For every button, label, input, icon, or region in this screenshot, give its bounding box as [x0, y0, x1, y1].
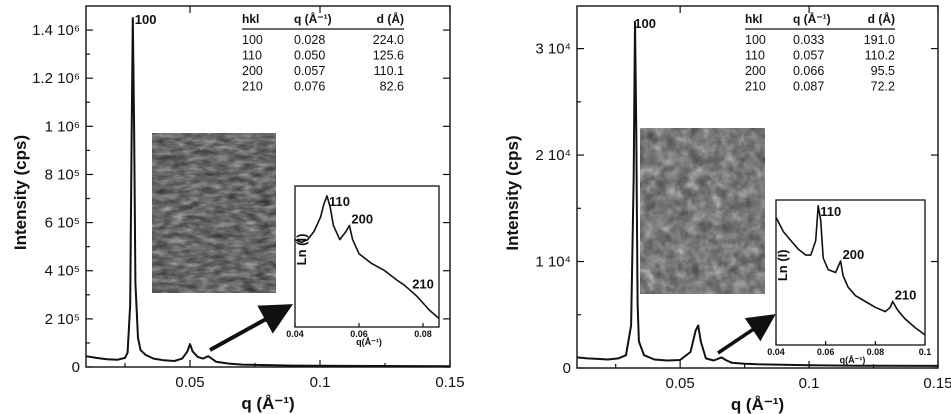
y-tick-label: 2 10⁵: [45, 311, 80, 328]
inset-x-tick-label: 0.08: [414, 329, 432, 339]
table-cell: 191.0: [864, 33, 895, 47]
inset-x-label: q(Å⁻¹): [840, 355, 866, 365]
inset-chart: 0.04 0.06 0.08 0.1 110 200 210 Ln (I) q(Å⁻¹): [767, 199, 932, 365]
inset-x-tick-label: 0.08: [867, 347, 885, 357]
inset-x-tick-label: 0.06: [817, 347, 835, 357]
y-tick-label: 3 10⁴: [535, 41, 571, 58]
x-axis-label: q (Å⁻¹): [731, 395, 784, 414]
y-axis-label: Intensity (cps): [11, 135, 30, 250]
inset-x-tick-label: 0.04: [286, 329, 304, 339]
micrograph-right: [640, 128, 765, 294]
table-cell: 0.057: [793, 49, 824, 63]
inset-y-label: Ln (I): [775, 249, 790, 281]
arrow-right: [717, 314, 776, 355]
x-axis-label: q (Å⁻¹): [241, 394, 294, 413]
y-tick-label: 8 10⁵: [45, 166, 80, 183]
inset-peak-label: 210: [895, 288, 917, 303]
table-cell: 0.066: [793, 64, 824, 78]
hkl-table: hkl q (Å⁻¹) d (Å) 100 0.028 224.0 110 0.050 125.…: [242, 11, 404, 94]
table-cell: 125.6: [373, 49, 404, 63]
inset-curve: [775, 205, 926, 336]
y-tick-label: 6 10⁵: [45, 215, 80, 232]
inset-x-tick-label: 0.1: [919, 347, 932, 357]
table-cell: 0.076: [294, 80, 325, 94]
table-header: hkl: [745, 12, 762, 26]
x-tick-label: 0.15: [435, 374, 464, 391]
table-cell: 110: [745, 49, 765, 63]
inset-peak-label: 200: [843, 247, 865, 262]
table-cell: 210: [242, 80, 263, 94]
y-axis-label: Intensity (cps): [503, 135, 522, 250]
table-cell: 110.2: [865, 49, 895, 63]
y-tick-label: 1.2 10⁶: [32, 70, 80, 87]
arrow-left: [209, 304, 294, 352]
table-cell: 0.087: [793, 80, 824, 94]
inset-x-tick-label: 0.04: [767, 347, 785, 357]
table-cell: 0.057: [294, 64, 325, 78]
table-header: d (Å): [377, 11, 404, 26]
peak-label-100: 100: [135, 12, 157, 27]
inset-x-tick-label: 0.06: [350, 329, 368, 339]
y-tick-label: 1 10⁴: [535, 254, 571, 271]
table-cell: 82.6: [380, 80, 404, 94]
table-header: q (Å⁻¹): [294, 11, 332, 26]
table-cell: 0.033: [793, 33, 824, 47]
diffraction-curve: [576, 21, 939, 367]
micrograph-left: [152, 133, 276, 293]
table-cell: 72.2: [871, 80, 895, 94]
table-header: d (Å): [868, 11, 895, 26]
inset-peak-label: 110: [820, 204, 841, 219]
inset-peak-label: 110: [329, 194, 350, 209]
hkl-table: hkl q (Å⁻¹) d (Å) 100 0.033 191.0 110 0.057 110.…: [745, 11, 895, 94]
inset-peak-label: 200: [351, 211, 373, 226]
x-tick-label: 0.15: [923, 375, 951, 392]
x-tick-label: 0.1: [799, 375, 820, 392]
plot-frame: [85, 5, 451, 368]
y-tick-label: 0: [72, 359, 80, 376]
table-header: hkl: [242, 12, 259, 26]
table-cell: 0.050: [294, 49, 325, 63]
y-tick-label: 4 10⁵: [45, 263, 80, 280]
inset-curve: [294, 195, 440, 320]
diffraction-curve: [85, 17, 451, 368]
y-tick-label: 1 10⁶: [45, 118, 80, 135]
table-cell: 110: [242, 49, 262, 63]
inset-frame: [294, 185, 440, 328]
inset-peak-label: 210: [412, 276, 434, 291]
x-tick-label: 0.05: [666, 375, 695, 392]
inset-frame: [775, 199, 926, 346]
inset-x-label: q(Å⁻¹): [356, 337, 382, 347]
table-cell: 200: [745, 64, 766, 78]
table-cell: 200: [242, 64, 263, 78]
chart-left: 0 2 10⁵ 4 10⁵ 6 10⁵ 8 10⁵ 1 10⁶ 1.2 10⁶ 1.4 10⁶…: [11, 5, 465, 413]
table-cell: 110.1: [374, 64, 404, 78]
x-tick-label: 0.05: [175, 374, 204, 391]
y-tick-label: 1.4 10⁶: [32, 22, 80, 39]
x-tick-label: 0.1: [310, 374, 331, 391]
table-cell: 100: [745, 33, 766, 47]
table-cell: 95.5: [871, 64, 895, 78]
table-cell: 100: [242, 33, 263, 47]
table-header: q (Å⁻¹): [793, 11, 831, 26]
table-cell: 210: [745, 80, 766, 94]
inset-y-label: Ln (I): [294, 234, 309, 266]
table-cell: 0.028: [294, 33, 325, 47]
y-tick-label: 0: [563, 360, 571, 377]
y-tick-label: 2 10⁴: [535, 147, 571, 164]
plot-frame: [576, 5, 939, 369]
peak-label-100: 100: [634, 16, 656, 31]
chart-right: 0 1 10⁴ 2 10⁴ 3 10⁴ 0.05 0.1 0.15 100 q (Å⁻¹) Int…: [503, 5, 951, 414]
table-cell: 224.0: [373, 33, 404, 47]
